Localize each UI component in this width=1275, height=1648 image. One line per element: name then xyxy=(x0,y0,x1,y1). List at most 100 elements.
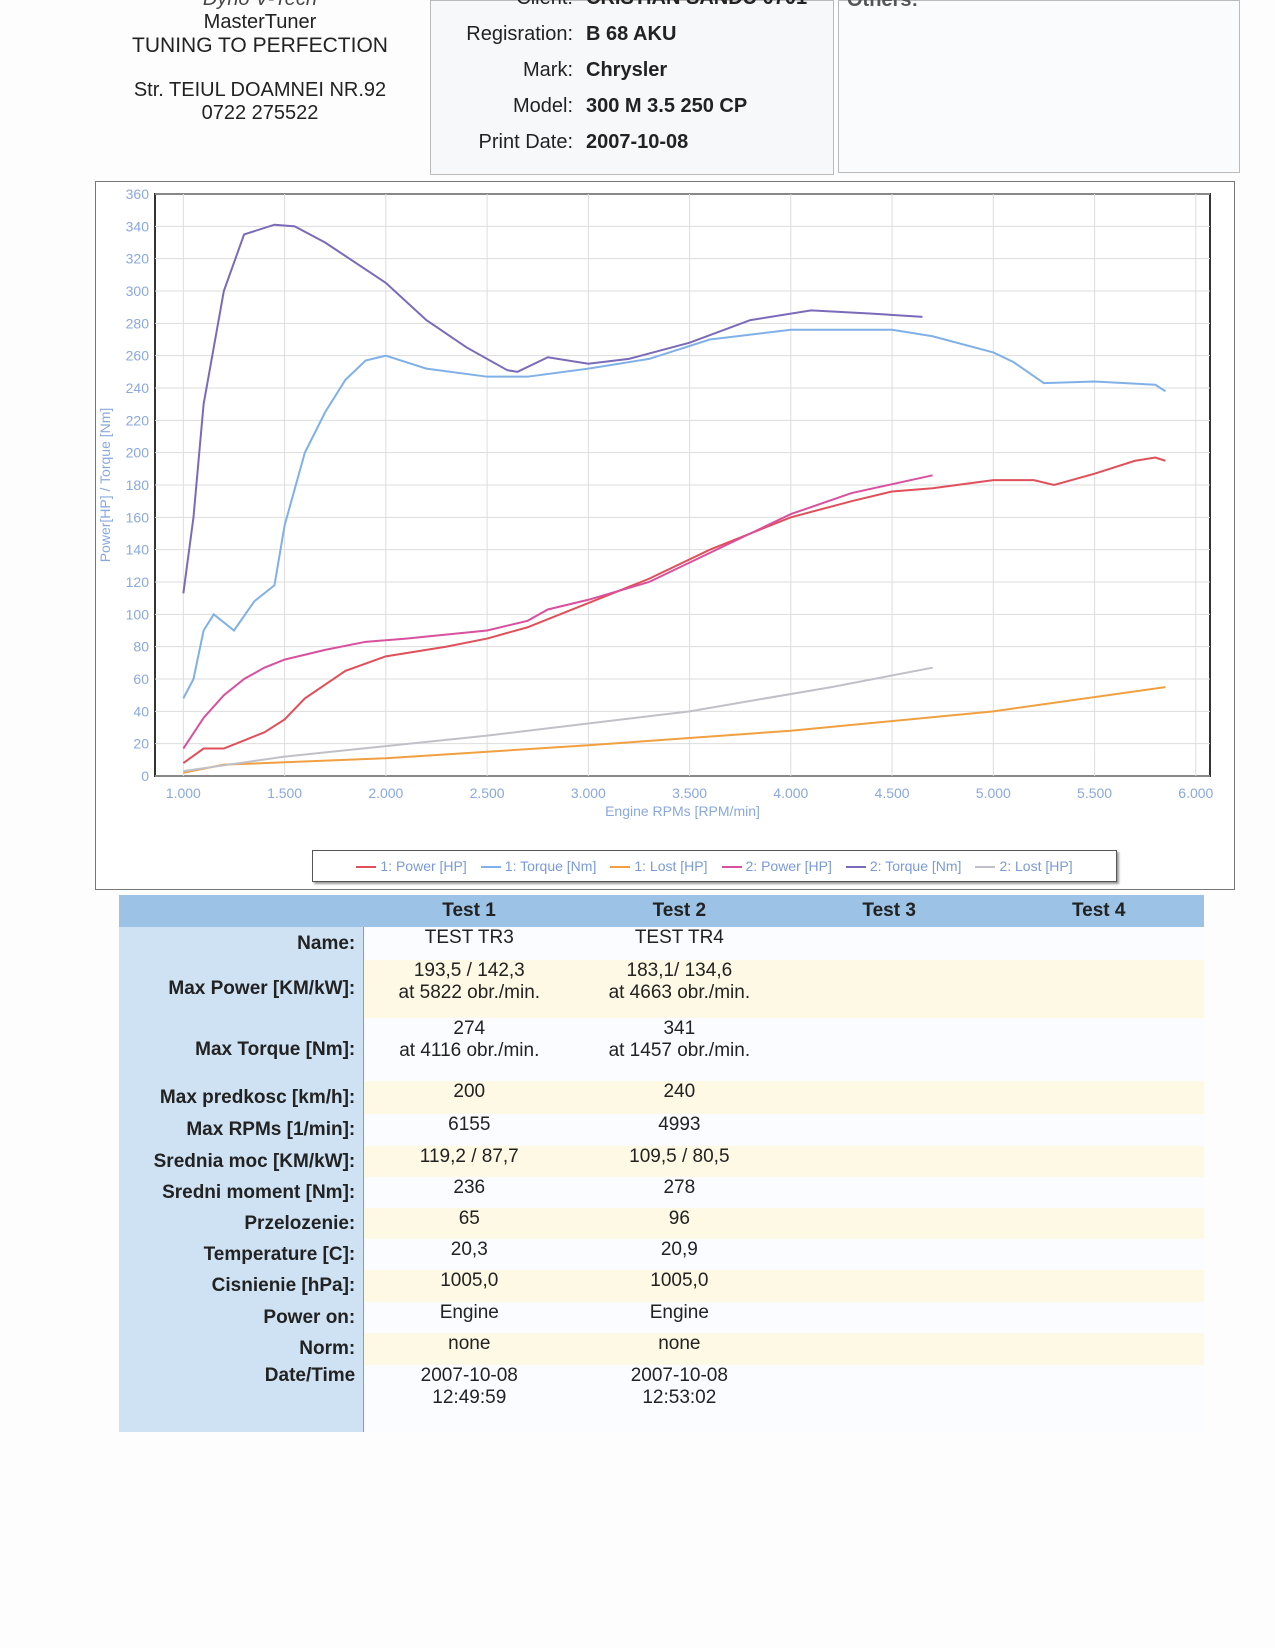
cell-t3 xyxy=(784,1114,994,1146)
cell-t2: 96 xyxy=(574,1208,785,1239)
y-tick-label: 160 xyxy=(126,509,150,525)
cell-t3 xyxy=(784,1270,994,1302)
legend-label: 1: Power [HP] xyxy=(380,858,467,874)
table-row: Temperature [C]: 20,3 20,9 xyxy=(119,1239,1204,1270)
legend-item: 2: Lost [HP] xyxy=(975,858,1073,874)
cell-t1: Engine xyxy=(363,1302,575,1333)
legend-item: 1: Torque [Nm] xyxy=(480,858,596,874)
legend-swatch xyxy=(610,866,631,869)
row-label: Date/Time xyxy=(119,1365,365,1432)
x-tick-label: 4.000 xyxy=(773,785,808,801)
cell-t2: 278 xyxy=(574,1177,785,1208)
cell-value: none xyxy=(448,1333,491,1354)
info-value: CRISTIAN SANDU 0701 xyxy=(586,0,807,10)
info-label: Model: xyxy=(512,95,573,117)
column-header: Test 3 xyxy=(784,895,994,927)
y-tick-label: 360 xyxy=(126,186,150,202)
y-tick-label: 300 xyxy=(126,283,150,299)
chart-legend: 1: Power [HP] 1: Torque [Nm] 1: Lost [HP] 2… xyxy=(312,850,1117,882)
legend-swatch xyxy=(480,866,501,869)
cell-value: 65 xyxy=(458,1208,480,1229)
y-tick-label: 0 xyxy=(141,768,149,784)
brand-phone: 0722 275522 xyxy=(201,102,319,124)
cell-subvalue: at 4663 obr./min. xyxy=(608,982,751,1003)
info-label: Print Date: xyxy=(478,131,573,153)
y-tick-label: 60 xyxy=(133,671,149,687)
cell-t1: 193,5 / 142,3 at 5822 obr./min. xyxy=(363,960,575,1018)
x-tick-label: 5.000 xyxy=(976,785,1011,801)
cell-t4 xyxy=(993,1018,1204,1081)
dyno-chart: 0 20 40 60 80 100 120 140 160 180 200 220 240 260 280 3… xyxy=(97,186,1214,819)
row-label: Cisnienie [hPa]: xyxy=(119,1270,365,1302)
x-tick-label: 6.000 xyxy=(1178,785,1213,801)
cell-t3 xyxy=(784,1239,994,1270)
legend-item: 2: Power [HP] xyxy=(721,858,832,874)
y-tick-label: 20 xyxy=(133,736,149,752)
cell-value: 1005,0 xyxy=(650,1270,709,1291)
legend-label: 2: Power [HP] xyxy=(745,858,832,874)
y-tick-label: 200 xyxy=(126,445,150,461)
series-line-5 xyxy=(182,223,923,594)
cell-t3 xyxy=(784,1365,994,1432)
info-label: Mark: xyxy=(523,59,573,81)
row-label: Srednia moc [KM/kW]: xyxy=(119,1146,365,1177)
info-value: Chrysler xyxy=(586,59,668,81)
cell-subvalue: at 4116 obr./min. xyxy=(399,1040,540,1061)
cell-t1: 119,2 / 87,7 xyxy=(363,1146,575,1177)
cell-value: 193,5 / 142,3 xyxy=(413,960,525,981)
cell-t3 xyxy=(784,1018,994,1081)
cell-t3 xyxy=(784,1208,994,1239)
legend-label: 2: Torque [Nm] xyxy=(869,858,962,874)
cell-value: 240 xyxy=(663,1081,696,1102)
cell-t4 xyxy=(993,1270,1204,1302)
cell-value: 278 xyxy=(663,1177,696,1198)
legend-item: 1: Lost [HP] xyxy=(610,858,708,874)
brand-name: MasterTuner xyxy=(203,11,317,33)
legend-label: 1: Lost [HP] xyxy=(634,858,708,874)
cell-value: Engine xyxy=(649,1302,709,1323)
cell-t4 xyxy=(993,927,1204,960)
table-header: Test 1 Test 2 Test 3 Test 4 xyxy=(119,895,1204,927)
table-row: Max RPMs [1/min]: 6155 4993 xyxy=(119,1114,1204,1146)
cell-t2: 109,5 / 80,5 xyxy=(574,1146,785,1177)
cell-t2: TEST TR4 xyxy=(574,927,785,960)
cell-value: 96 xyxy=(668,1208,690,1229)
legend-item: 1: Power [HP] xyxy=(356,858,467,874)
cell-t3 xyxy=(784,1081,994,1114)
cell-t2: Engine xyxy=(574,1302,785,1333)
cell-value: 274 xyxy=(453,1018,486,1039)
vehicle-info: Client: CRISTIAN SANDU 0701 Regisration: B … xyxy=(430,0,834,175)
chart-frame: 0 20 40 60 80 100 120 140 160 180 200 220 240 260 280 3… xyxy=(95,181,1235,890)
cell-value: 2007-10-08 xyxy=(630,1365,728,1386)
cell-t2: none xyxy=(574,1333,785,1365)
legend-swatch xyxy=(975,866,996,869)
x-tick-label: 5.500 xyxy=(1077,785,1112,801)
x-tick-label: 2.000 xyxy=(368,785,403,801)
row-label: Przelozenie: xyxy=(119,1208,365,1239)
cell-t1: 20,3 xyxy=(363,1239,575,1270)
row-label: Sredni moment [Nm]: xyxy=(119,1177,365,1208)
cell-t4 xyxy=(993,1177,1204,1208)
y-tick-label: 180 xyxy=(126,477,150,493)
cell-t1: 6155 xyxy=(363,1114,575,1146)
cell-value: 119,2 / 87,7 xyxy=(419,1146,519,1167)
cell-t4 xyxy=(993,1333,1204,1365)
row-label: Max Torque [Nm]: xyxy=(119,1018,365,1081)
cell-t3 xyxy=(784,960,994,1018)
cell-t1: 65 xyxy=(363,1208,575,1239)
cell-t4 xyxy=(993,1114,1204,1146)
cell-t1: 1005,0 xyxy=(363,1270,575,1302)
legend-swatch xyxy=(845,866,866,869)
table-row: Norm: none none xyxy=(119,1333,1204,1365)
table-row: Date/Time 2007-10-08 12:49:59 2007-10-08 12:… xyxy=(119,1365,1204,1432)
cell-value: Engine xyxy=(439,1302,499,1323)
cell-value: TEST TR3 xyxy=(424,927,514,948)
cell-t2: 2007-10-08 12:53:02 xyxy=(574,1365,785,1432)
cell-t2: 20,9 xyxy=(574,1239,785,1270)
row-label: Name: xyxy=(119,927,365,960)
y-tick-label: 320 xyxy=(126,251,150,267)
cell-t4 xyxy=(993,1365,1204,1432)
cell-t2: 240 xyxy=(574,1081,785,1114)
y-tick-label: 280 xyxy=(126,315,150,331)
row-label: Max RPMs [1/min]: xyxy=(119,1114,365,1146)
